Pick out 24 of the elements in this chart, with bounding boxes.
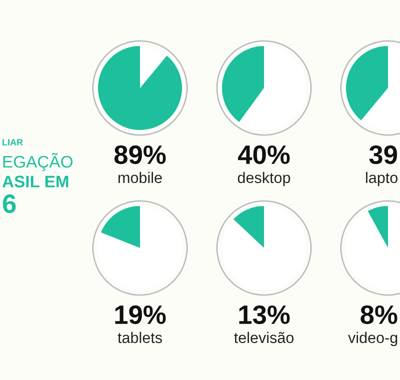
- pie-slice: [222, 206, 306, 290]
- text: 8%: [360, 305, 398, 324]
- pie-slice: [140, 46, 167, 88]
- pie-slice: [222, 46, 264, 122]
- text: LIAR: [2, 139, 23, 146]
- text: lapto: [366, 172, 398, 186]
- pie-slice: [98, 206, 182, 290]
- text: EGAÇÃO: [3, 152, 73, 172]
- text: televisão: [234, 332, 294, 344]
- text: 39: [369, 145, 398, 164]
- pie-slice: [100, 206, 140, 248]
- pie-slice: [98, 46, 182, 130]
- pie-slice: [239, 46, 306, 130]
- text: 40%: [238, 145, 290, 164]
- text: ASIL EM: [2, 176, 68, 188]
- text: 13%: [239, 305, 290, 324]
- text: 6: [2, 194, 16, 214]
- text: tablets: [118, 332, 162, 344]
- text: desktop: [238, 172, 290, 186]
- pie-slice: [233, 206, 264, 248]
- text: video-g: [348, 332, 398, 346]
- text: mobile: [118, 172, 162, 184]
- text: 89%: [114, 145, 166, 164]
- text: 19%: [115, 305, 166, 324]
